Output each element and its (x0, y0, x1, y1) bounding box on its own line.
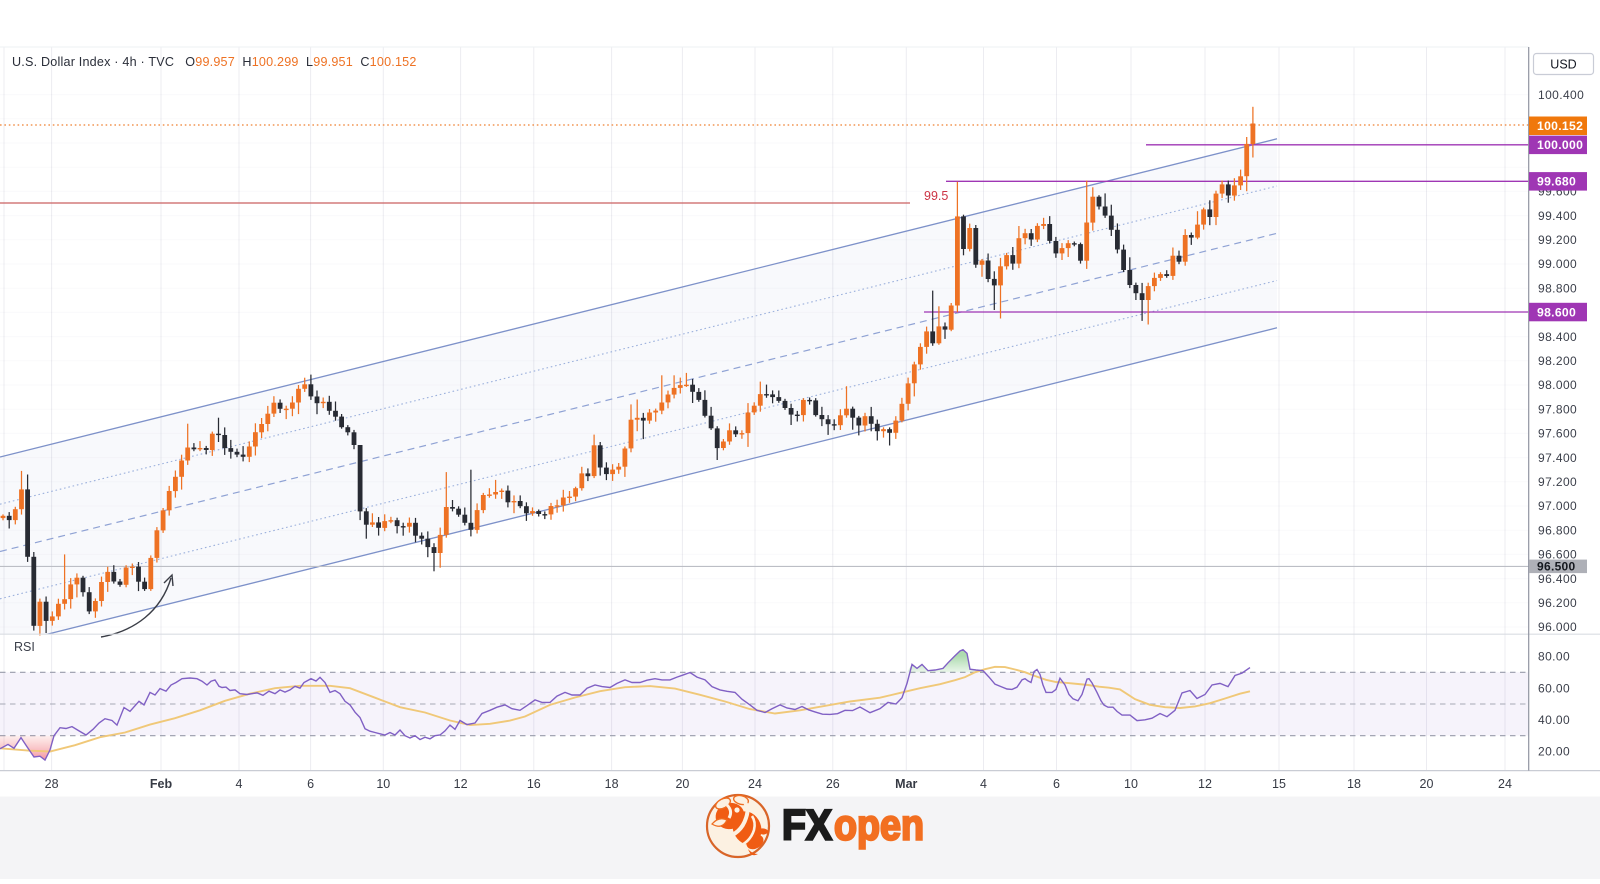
svg-text:97.200: 97.200 (1538, 475, 1577, 489)
svg-text:96.800: 96.800 (1538, 523, 1577, 537)
svg-text:98.000: 98.000 (1538, 378, 1577, 392)
svg-text:99.5: 99.5 (924, 189, 948, 203)
svg-text:U.S. Dollar Index · 4h · TVC: U.S. Dollar Index · 4h · TVC O99.957 H10… (12, 55, 417, 69)
svg-text:97.000: 97.000 (1538, 499, 1577, 513)
svg-text:98.200: 98.200 (1538, 354, 1577, 368)
svg-text:10: 10 (1124, 777, 1138, 791)
svg-text:40.00: 40.00 (1538, 713, 1570, 727)
svg-text:97.600: 97.600 (1538, 427, 1577, 441)
svg-text:15: 15 (1272, 777, 1286, 791)
svg-text:98.800: 98.800 (1538, 281, 1577, 295)
svg-text:99.000: 99.000 (1538, 257, 1577, 271)
svg-text:100.400: 100.400 (1538, 88, 1584, 102)
svg-text:FX: FX (782, 802, 832, 850)
svg-text:99.400: 99.400 (1538, 209, 1577, 223)
svg-text:96.200: 96.200 (1538, 596, 1577, 610)
svg-text:98.600: 98.600 (1537, 305, 1576, 319)
svg-text:24: 24 (1498, 777, 1512, 791)
svg-text:6: 6 (307, 777, 314, 791)
svg-text:20: 20 (675, 777, 689, 791)
svg-text:100.152: 100.152 (1537, 119, 1583, 133)
svg-text:100.000: 100.000 (1537, 138, 1583, 152)
svg-text:26: 26 (826, 777, 840, 791)
svg-text:24: 24 (748, 777, 762, 791)
svg-text:18: 18 (605, 777, 619, 791)
svg-text:60.00: 60.00 (1538, 681, 1570, 695)
svg-text:96.000: 96.000 (1538, 620, 1577, 634)
svg-text:4: 4 (236, 777, 243, 791)
svg-text:Mar: Mar (895, 777, 917, 791)
svg-text:6: 6 (1053, 777, 1060, 791)
svg-text:18: 18 (1347, 777, 1361, 791)
svg-text:97.800: 97.800 (1538, 402, 1577, 416)
svg-text:RSI: RSI (14, 640, 35, 654)
svg-text:4: 4 (980, 777, 987, 791)
svg-text:99.200: 99.200 (1538, 233, 1577, 247)
svg-text:12: 12 (454, 777, 468, 791)
svg-text:97.400: 97.400 (1538, 451, 1577, 465)
svg-text:open: open (834, 802, 924, 850)
svg-text:99.680: 99.680 (1537, 175, 1576, 189)
svg-text:20: 20 (1420, 777, 1434, 791)
svg-text:12: 12 (1198, 777, 1212, 791)
svg-text:16: 16 (527, 777, 541, 791)
svg-text:80.00: 80.00 (1538, 650, 1570, 664)
svg-text:20.00: 20.00 (1538, 745, 1570, 759)
svg-text:96.400: 96.400 (1538, 572, 1577, 586)
svg-text:28: 28 (45, 777, 59, 791)
svg-text:96.500: 96.500 (1537, 560, 1576, 574)
svg-text:98.400: 98.400 (1538, 330, 1577, 344)
svg-text:Feb: Feb (150, 777, 173, 791)
svg-text:10: 10 (376, 777, 390, 791)
svg-text:96.600: 96.600 (1538, 548, 1577, 562)
svg-text:USD: USD (1550, 58, 1576, 72)
